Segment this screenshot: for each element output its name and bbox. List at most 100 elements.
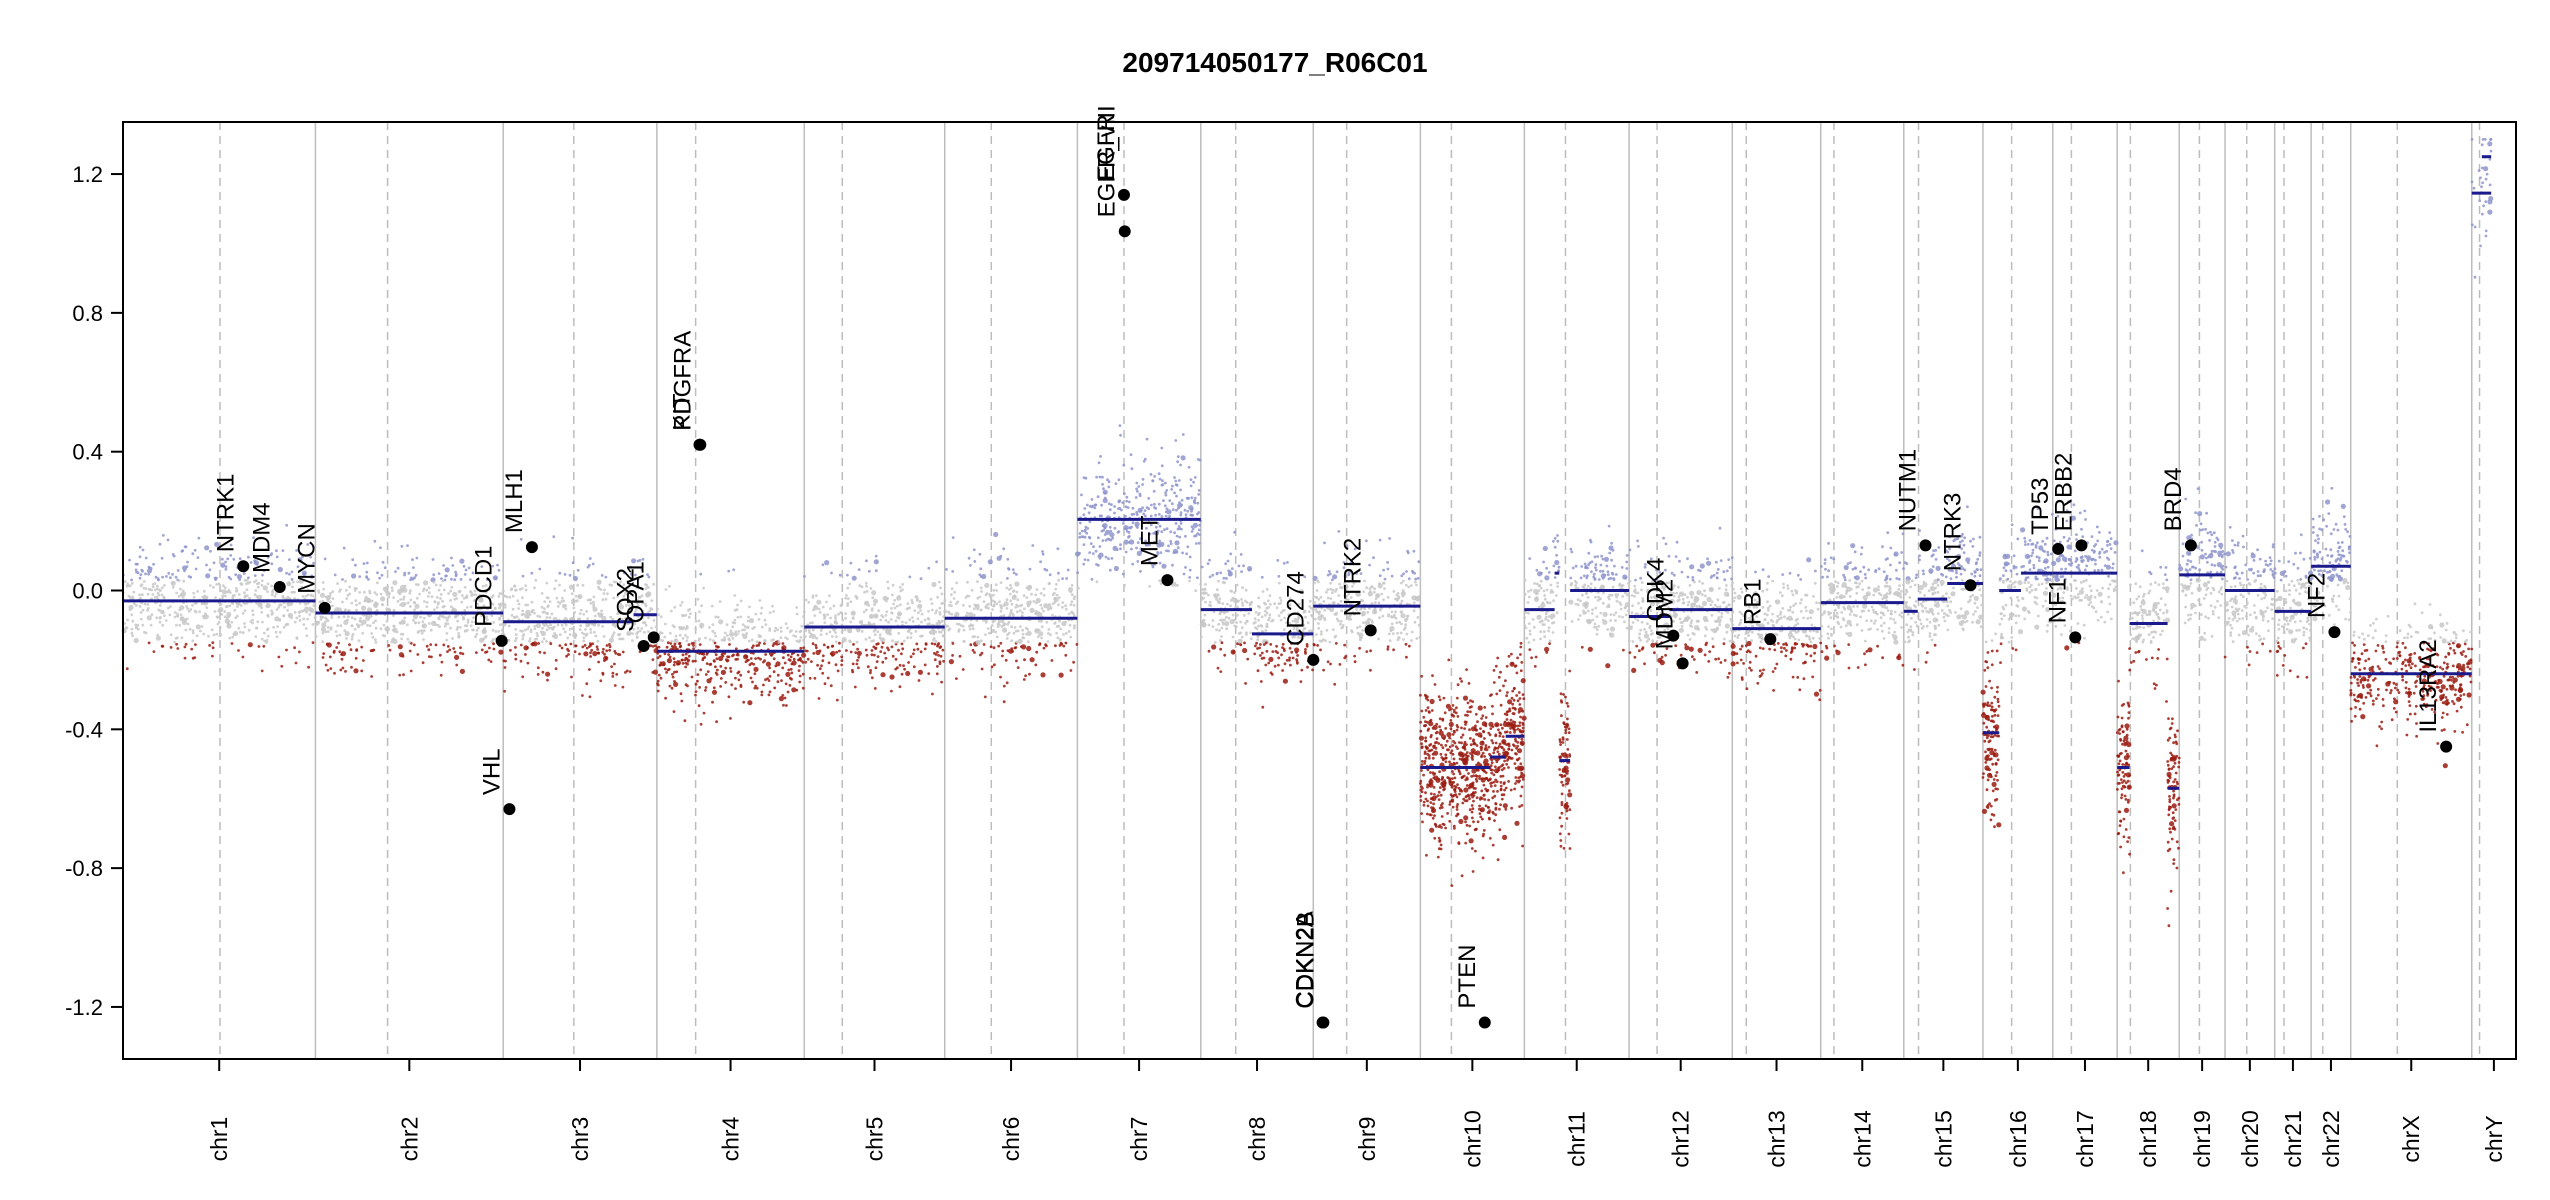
probe-point xyxy=(1016,598,1020,602)
probe-point xyxy=(1545,600,1549,604)
probe-point xyxy=(733,608,737,612)
probe-point xyxy=(430,595,434,599)
probe-point xyxy=(878,633,882,637)
probe-point xyxy=(858,584,862,588)
probe-point xyxy=(1483,798,1487,801)
probe-point xyxy=(339,624,343,628)
probe-point xyxy=(1175,508,1178,512)
probe-point xyxy=(173,640,177,644)
probe-point xyxy=(834,640,838,644)
probe-point xyxy=(530,600,534,604)
probe-point xyxy=(1550,613,1556,619)
probe-point xyxy=(1520,678,1526,684)
probe-point xyxy=(1388,639,1392,643)
probe-point xyxy=(582,612,586,616)
probe-point xyxy=(387,644,391,647)
probe-point xyxy=(1103,526,1107,530)
probe-point xyxy=(1320,630,1323,633)
probe-point xyxy=(498,649,504,655)
probe-point xyxy=(673,660,677,664)
probe-point xyxy=(900,652,903,656)
probe-point xyxy=(304,606,310,612)
probe-point xyxy=(1174,479,1178,483)
probe-point xyxy=(335,634,339,638)
probe-point xyxy=(1019,625,1022,628)
probe-point xyxy=(397,589,403,595)
probe-point xyxy=(1521,778,1525,781)
probe-point xyxy=(1006,577,1009,580)
probe-point xyxy=(610,665,613,668)
probe-point xyxy=(337,641,340,645)
probe-point xyxy=(411,577,415,581)
probe-point xyxy=(867,569,871,573)
probe-point xyxy=(1507,747,1511,751)
probe-point xyxy=(550,612,554,616)
probe-point xyxy=(622,583,626,587)
probe-point xyxy=(1396,631,1399,635)
probe-point xyxy=(891,654,895,658)
probe-point xyxy=(663,635,667,639)
probe-point xyxy=(1215,588,1219,592)
probe-point xyxy=(1325,628,1329,632)
probe-point xyxy=(891,583,895,587)
probe-point xyxy=(408,649,412,653)
probe-point xyxy=(1490,739,1494,742)
probe-point xyxy=(1219,618,1222,622)
probe-point xyxy=(1392,648,1395,652)
probe-point xyxy=(1268,656,1274,663)
probe-point xyxy=(1254,620,1257,624)
probe-point xyxy=(1465,668,1468,671)
probe-point xyxy=(1167,549,1170,553)
probe-point xyxy=(1465,768,1469,772)
probe-point xyxy=(433,600,437,604)
probe-point xyxy=(669,609,673,613)
probe-point xyxy=(834,616,837,620)
probe-point xyxy=(634,573,637,577)
probe-point xyxy=(1428,779,1434,785)
probe-point xyxy=(1239,620,1242,624)
probe-point xyxy=(262,585,268,591)
probe-point xyxy=(274,616,280,622)
probe-point xyxy=(1151,565,1155,569)
probe-point xyxy=(1471,755,1474,758)
probe-point xyxy=(1420,746,1424,750)
probe-point xyxy=(1088,551,1092,554)
probe-point xyxy=(734,687,737,690)
probe-point xyxy=(1322,668,1325,672)
probe-point xyxy=(688,608,692,611)
probe-point xyxy=(874,614,878,618)
probe-point xyxy=(245,582,248,586)
probe-point xyxy=(1524,611,1528,614)
probe-point xyxy=(786,626,789,630)
probe-point xyxy=(640,594,644,598)
probe-point xyxy=(1478,804,1481,808)
probe-point xyxy=(781,666,785,670)
probe-point xyxy=(260,669,264,673)
probe-point xyxy=(736,603,739,607)
probe-point xyxy=(180,549,184,553)
probe-point xyxy=(757,618,761,621)
probe-point xyxy=(1269,643,1273,646)
probe-point xyxy=(818,667,822,671)
probe-point xyxy=(355,623,359,626)
probe-point xyxy=(1164,514,1168,518)
probe-point xyxy=(992,646,996,650)
probe-point xyxy=(1335,570,1339,574)
probe-point xyxy=(387,595,391,599)
probe-point xyxy=(886,580,890,584)
probe-point xyxy=(1429,771,1432,774)
probe-point xyxy=(319,618,323,621)
probe-point xyxy=(678,625,681,629)
probe-point xyxy=(995,635,999,639)
probe-point xyxy=(968,612,974,618)
probe-point xyxy=(768,690,772,694)
probe-point xyxy=(1190,513,1193,517)
probe-point xyxy=(1496,656,1500,660)
probe-point xyxy=(768,627,772,630)
probe-point xyxy=(798,674,802,678)
probe-point xyxy=(1016,666,1020,669)
probe-point xyxy=(524,588,528,592)
probe-point xyxy=(230,642,234,645)
probe-point xyxy=(994,630,998,634)
probe-point xyxy=(176,636,179,640)
